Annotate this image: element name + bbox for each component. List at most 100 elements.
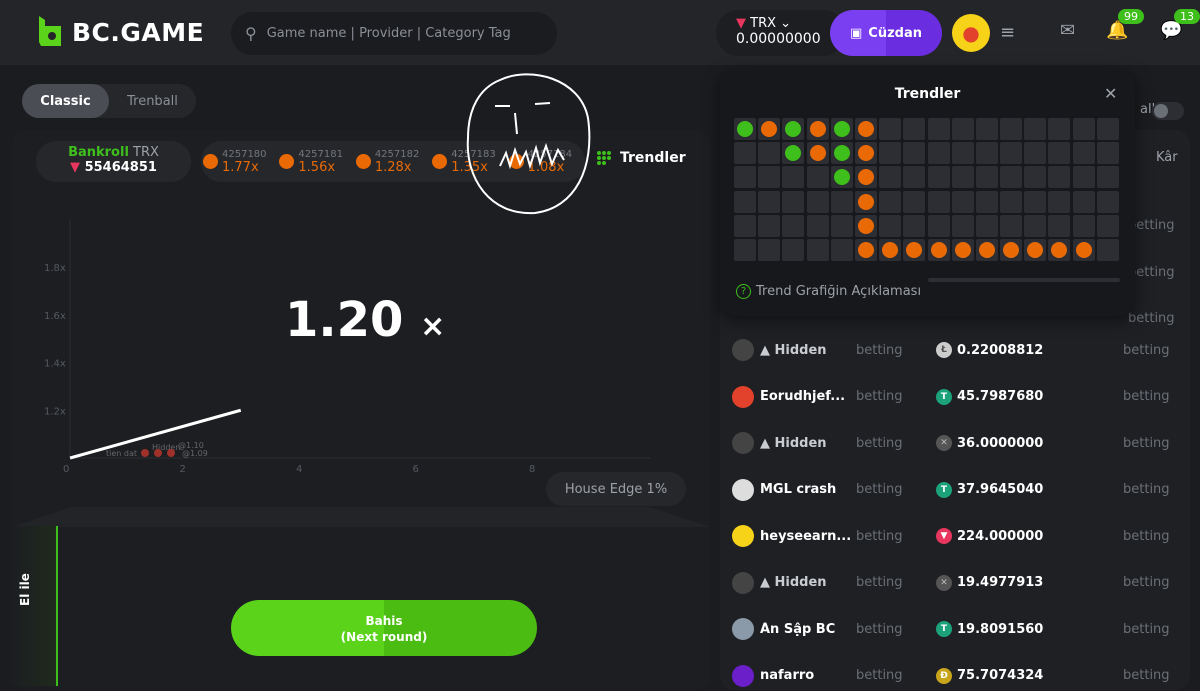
toggle-all[interactable]: [1152, 102, 1184, 120]
user-avatar[interactable]: ●: [952, 14, 990, 52]
player-row[interactable]: ▲ Hidden betting Ł 0.22008812 betting: [732, 335, 1192, 365]
x-tick-label: 8: [529, 464, 535, 475]
trx-icon: ▼: [70, 160, 81, 175]
bet-button[interactable]: Bahis (Next round): [231, 600, 537, 656]
trend-cell: [927, 214, 950, 237]
player-marker: [154, 449, 162, 457]
player-row[interactable]: heyseearn... betting ▼ 224.000000 betting: [732, 521, 1192, 551]
player-row[interactable]: MGL crash betting T 37.9645040 betting: [732, 475, 1192, 505]
trend-dot-green: [833, 169, 850, 186]
trend-cell: [782, 190, 805, 213]
trend-cell: [1048, 238, 1071, 261]
logo-text: BC.GAME: [72, 17, 205, 47]
tab-manual[interactable]: El ile: [12, 526, 58, 686]
history-item[interactable]: 4257181 1.56x: [279, 149, 355, 175]
y-tick-label: 1.4x: [44, 359, 66, 370]
trend-cell: [854, 190, 877, 213]
trend-dot-orange: [857, 145, 874, 162]
manual-tab-label: El ile: [18, 573, 32, 606]
player-status: betting: [856, 389, 903, 404]
trend-cell: [782, 166, 805, 189]
player-profit: betting: [1123, 389, 1170, 404]
logo[interactable]: BC.GAME: [36, 14, 204, 50]
player-name: Eorudhjef...: [760, 389, 846, 404]
player-row[interactable]: ▲ Hidden betting ✕ 19.4977913 betting: [732, 568, 1192, 598]
currency-selector[interactable]: ▼ TRX ⌄ 0.00000000: [716, 10, 846, 56]
trend-cell: [975, 118, 998, 140]
trend-dot-orange: [809, 145, 826, 162]
history-item[interactable]: 4257183 1.35x: [432, 149, 508, 175]
round-id: 4257181: [298, 148, 343, 160]
trend-cell: [1000, 238, 1023, 261]
trend-cell: [1096, 118, 1119, 140]
history-item[interactable]: 4257180 1.77x: [203, 149, 279, 175]
trend-help-link[interactable]: ? Trend Grafiğin Açıklaması: [736, 284, 921, 299]
player-marker: [141, 449, 149, 457]
crash-dot-icon: [432, 154, 448, 169]
mail-icon[interactable]: ✉: [1060, 20, 1076, 41]
trend-dot-green: [833, 121, 850, 137]
trend-dot-green: [833, 145, 850, 162]
player-name: MGL crash: [760, 482, 837, 497]
tab-classic[interactable]: Classic: [22, 84, 109, 118]
bankroll-value: 55464851: [84, 160, 157, 175]
search-input[interactable]: ⚲ Game name | Provider | Category Tag: [231, 12, 557, 55]
round-id: 4257184: [527, 148, 573, 160]
history-item[interactable]: 4257182 1.28x: [355, 149, 432, 175]
player-row[interactable]: nafarro betting Đ 75.7074324 betting: [732, 661, 1192, 691]
trend-cell: [903, 118, 926, 140]
x-tick-label: 4: [296, 464, 302, 475]
bet-amount: 224.000000: [957, 528, 1044, 544]
coin-icon-trx: ▼: [936, 528, 952, 544]
bankroll-label: Bankroll: [68, 145, 129, 160]
player-profit: betting: [1123, 528, 1170, 544]
bet-amount: 36.0000000: [957, 435, 1044, 451]
trend-cell: [1024, 166, 1047, 189]
trend-cell: [975, 142, 998, 165]
close-icon[interactable]: ✕: [1104, 84, 1118, 103]
trend-cell: [879, 238, 902, 261]
trend-cell: [758, 190, 781, 213]
trend-cell: [927, 190, 950, 213]
trend-cell: [854, 166, 877, 189]
player-name: nafarro: [760, 668, 815, 683]
trend-cell: [1096, 238, 1119, 261]
house-edge-badge[interactable]: House Edge 1%: [546, 472, 686, 506]
trend-cell: [758, 214, 781, 237]
trend-cell: [854, 142, 877, 165]
popup-scrollbar[interactable]: [928, 278, 1120, 282]
bankroll-currency: TRX: [133, 145, 159, 160]
trends-button[interactable]: Trendler: [596, 150, 686, 166]
trend-dot-orange: [954, 241, 971, 258]
round-multiplier: 1.56x: [298, 159, 336, 175]
tab-trenball[interactable]: Trenball: [127, 93, 178, 109]
player-profit: betting: [1123, 435, 1170, 451]
avatar: [732, 664, 754, 687]
trend-cell: [734, 118, 756, 140]
trend-cell: [1000, 166, 1023, 189]
trend-cell: [1096, 190, 1119, 213]
trend-dot-orange: [761, 121, 778, 137]
trend-cell: [734, 142, 756, 165]
trend-cell: [1000, 118, 1023, 140]
x-tick-label: 0: [63, 464, 69, 475]
player-cashout-label: tien dat: [106, 449, 137, 458]
player-name: ▲ Hidden: [760, 435, 827, 451]
y-tick-label: 1.6x: [44, 311, 66, 322]
trend-cell: [830, 166, 853, 189]
crash-dot-icon: [279, 154, 295, 169]
player-cashout-label: Hidden: [152, 443, 180, 452]
trend-cell: [1096, 166, 1119, 189]
player-row[interactable]: Ăn Sập BC betting T 19.8091560 betting: [732, 614, 1192, 644]
chat-icon[interactable]: 💬: [1160, 20, 1183, 41]
menu-icon[interactable]: ≡: [1000, 22, 1016, 43]
trend-cell: [1048, 142, 1071, 165]
bell-icon[interactable]: 🔔: [1106, 20, 1129, 41]
player-row[interactable]: Eorudhjef... betting T 45.7987680 betting: [732, 382, 1192, 412]
player-row[interactable]: ▲ Hidden betting ✕ 36.0000000 betting: [732, 428, 1192, 458]
player-status: betting: [856, 575, 903, 590]
trend-cell: [782, 214, 805, 237]
trend-dot-orange: [1075, 241, 1092, 258]
wallet-button[interactable]: ▣ Cüzdan: [830, 10, 942, 56]
trend-cell: [734, 238, 756, 261]
